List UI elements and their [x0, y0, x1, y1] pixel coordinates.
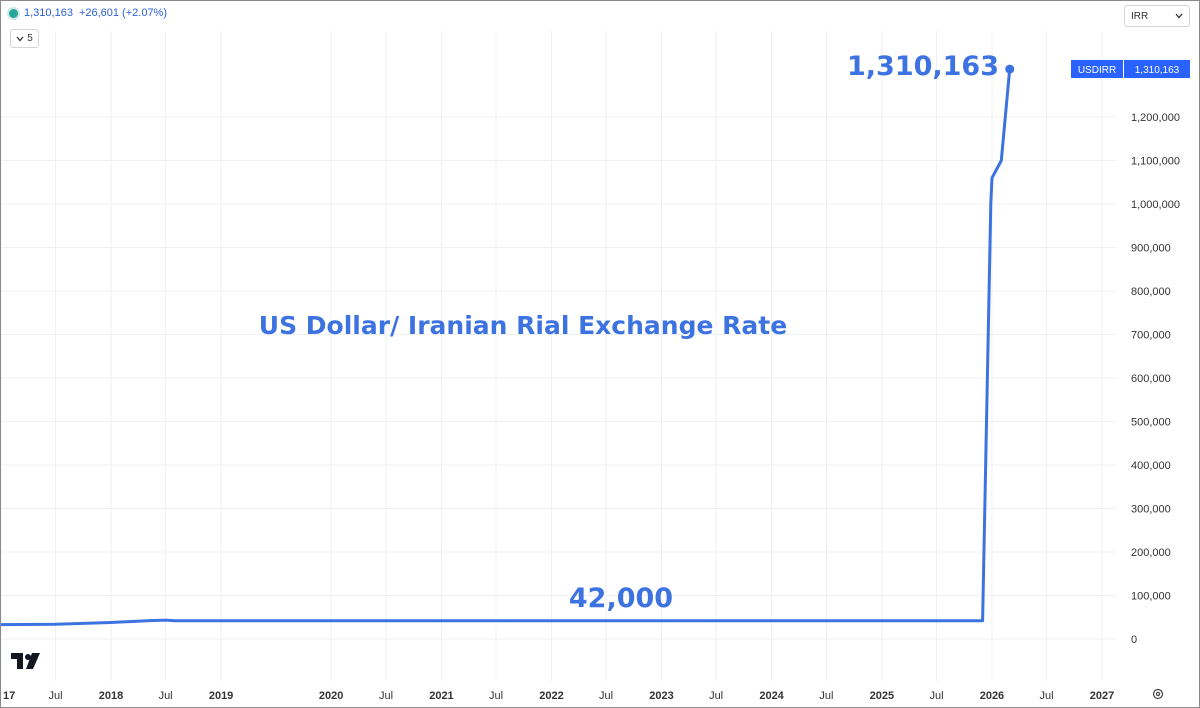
annotations: 1,310,163 42,000	[569, 51, 999, 614]
y-tick-label: 900,000	[1131, 243, 1171, 255]
y-tick-label: 500,000	[1131, 417, 1171, 429]
collapse-button-label: 5	[27, 33, 33, 44]
legend-last-value: 1,310,163	[24, 7, 73, 19]
currency-select[interactable]: IRR	[1124, 5, 1190, 27]
price-label-value-box	[1124, 60, 1190, 78]
x-tick-label: Jul	[709, 690, 723, 702]
y-tick-label: 400,000	[1131, 460, 1171, 472]
x-tick-label: Jul	[599, 690, 613, 702]
y-tick-label: 200,000	[1131, 547, 1171, 559]
legend-change: +26,601 (+2.07%)	[78, 7, 168, 19]
price-label-symbol-box	[1071, 60, 1123, 78]
chart-title: US Dollar/ Iranian Rial Exchange Rate	[259, 311, 787, 340]
y-tick-label: 100,000	[1131, 591, 1171, 603]
x-tick-label: Jul	[819, 690, 833, 702]
annotation-label: 1,310,163	[847, 51, 999, 82]
legend[interactable]: 1,310,163 +26,601 (+2.07%)	[9, 7, 167, 19]
chevron-down-icon	[16, 36, 24, 41]
x-tick-label: 2025	[870, 690, 894, 702]
x-tick-label: Jul	[1039, 690, 1053, 702]
x-tick-label: 2018	[99, 690, 123, 702]
price-label-value: 1,310,163	[1135, 65, 1180, 76]
last-point-marker	[1005, 64, 1015, 74]
y-tick-label: 600,000	[1131, 373, 1171, 385]
x-tick-label: 2024	[759, 690, 784, 702]
price-label: USDIRR 1,310,163	[1071, 60, 1190, 78]
gear-icon[interactable]	[1151, 687, 1165, 706]
x-tick-label: 2022	[539, 690, 563, 702]
grid	[1, 31, 1116, 681]
x-tick-label: 2027	[1090, 690, 1114, 702]
x-tick-label: Jul	[489, 690, 503, 702]
annotation-label: 42,000	[569, 583, 673, 614]
x-tick-label: 17	[3, 690, 15, 702]
y-tick-label: 700,000	[1131, 330, 1171, 342]
x-axis: 17 Jul 2018 Jul 2019 2020 Jul 2021 Jul 2022 Jul 202…	[3, 690, 1114, 702]
y-axis: 0 100,000 200,000 300,000 400,000 500,000 600,…	[1131, 112, 1180, 646]
tradingview-logo-icon[interactable]	[11, 653, 41, 674]
x-tick-label: 2023	[649, 690, 673, 702]
y-tick-label: 1,100,000	[1131, 156, 1180, 168]
chevron-down-icon	[1175, 13, 1183, 19]
y-tick-label: 300,000	[1131, 504, 1171, 516]
x-tick-label: 2020	[319, 690, 343, 702]
y-tick-label: 1,200,000	[1131, 112, 1180, 124]
x-tick-label: Jul	[379, 690, 393, 702]
x-tick-label: 2019	[209, 690, 233, 702]
currency-select-value: IRR	[1131, 10, 1149, 22]
y-tick-label: 800,000	[1131, 286, 1171, 298]
status-dot-icon	[9, 8, 18, 18]
price-label-symbol: USDIRR	[1078, 65, 1116, 76]
y-tick-label: 0	[1131, 634, 1137, 646]
x-tick-label: Jul	[929, 690, 943, 702]
x-tick-label: 2026	[980, 690, 1004, 702]
x-tick-label: Jul	[49, 690, 63, 702]
series-layer	[1, 64, 1015, 627]
series-line	[1, 68, 1012, 627]
collapse-button[interactable]: 5	[10, 29, 39, 48]
x-tick-label: 2021	[429, 690, 453, 702]
y-tick-label: 1,000,000	[1131, 199, 1180, 211]
x-tick-label: Jul	[159, 690, 173, 702]
